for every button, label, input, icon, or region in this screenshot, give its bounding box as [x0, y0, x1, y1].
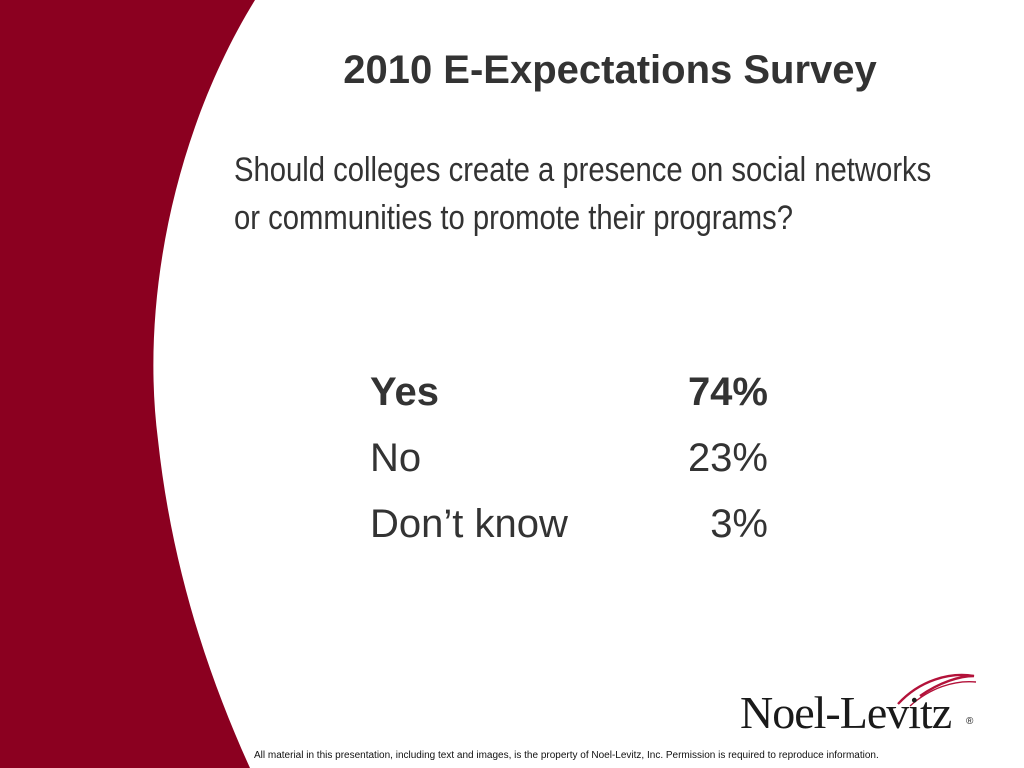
red-curve-shape	[0, 0, 255, 768]
result-value: 74%	[687, 370, 768, 414]
result-label: No	[370, 436, 422, 480]
result-value: 3%	[710, 502, 768, 546]
survey-question: Should colleges create a presence on soc…	[234, 146, 932, 242]
slide-title: 2010 E-Expectations Survey	[343, 48, 877, 92]
result-row-yes: Yes 74%	[370, 364, 770, 430]
noel-levitz-logo: Noel-Levitz ®	[740, 670, 980, 740]
result-row-dont-know: Don’t know 3%	[370, 496, 770, 562]
result-label: Yes	[370, 370, 439, 414]
logo-wordmark: Noel-Levitz	[740, 687, 952, 738]
result-label: Don’t know	[370, 502, 568, 546]
results-list: Yes 74% No 23% Don’t know 3%	[370, 364, 770, 562]
result-value: 23%	[687, 436, 768, 480]
logo-swoosh-icon	[897, 673, 977, 707]
survey-question-line-1: Should colleges create a presence on soc…	[234, 151, 932, 189]
result-row-no: No 23%	[370, 430, 770, 496]
registered-mark-icon: ®	[966, 716, 974, 727]
survey-question-line-2: or communities to promote their programs…	[234, 199, 794, 237]
copyright-footer: All material in this presentation, inclu…	[254, 750, 879, 761]
